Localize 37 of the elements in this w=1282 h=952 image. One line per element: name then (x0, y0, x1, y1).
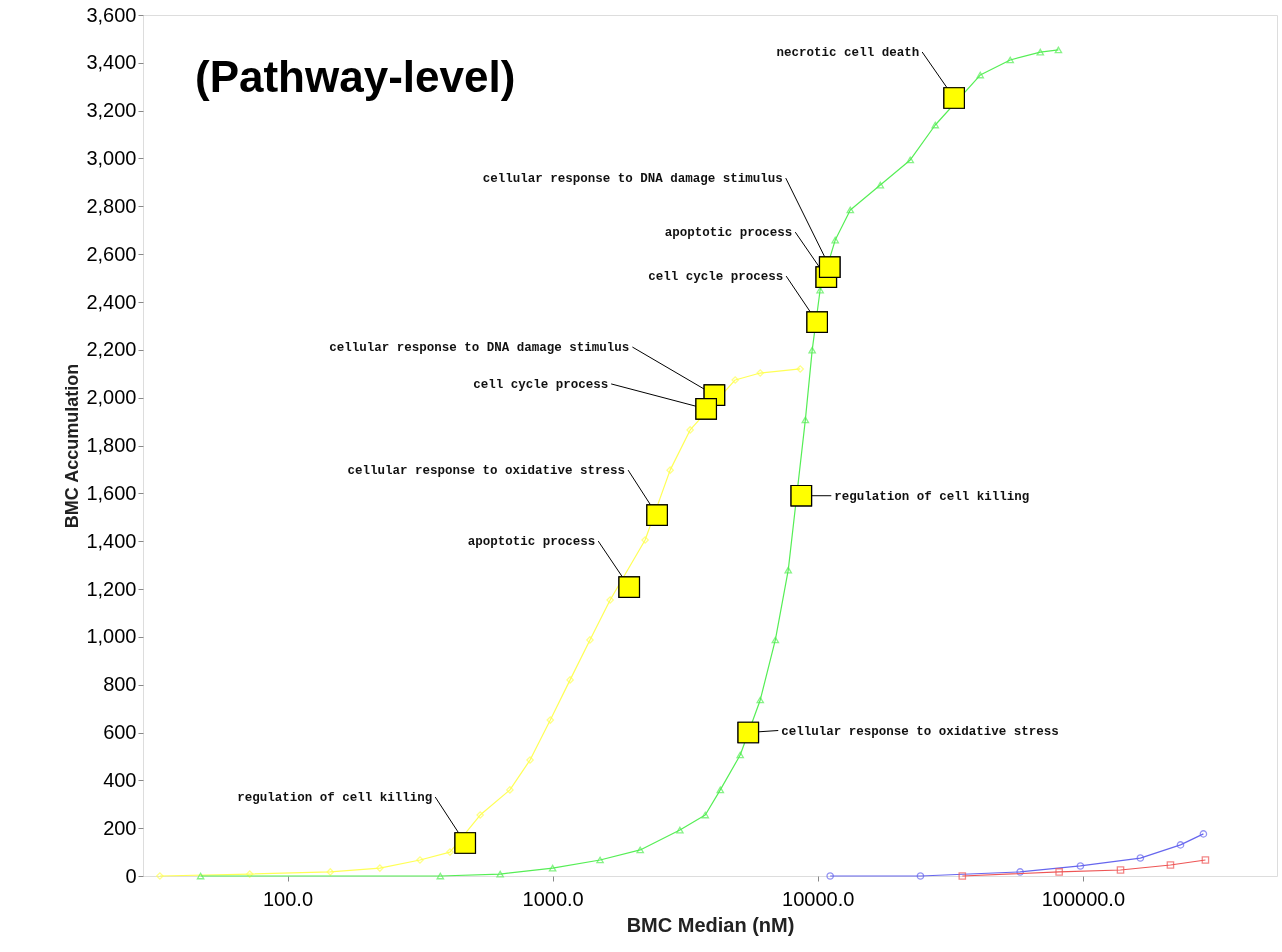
annotation: regulation of cell killing (834, 489, 1030, 504)
y-tick-label: 3,400 (86, 51, 137, 74)
y-tick-label: 3,600 (86, 3, 137, 26)
y-tick-label: 200 (103, 816, 137, 839)
y-tick-label: 1,800 (86, 434, 137, 456)
y-tick-label: 600 (103, 721, 137, 743)
y-tick-label: 2,000 (86, 386, 137, 409)
y-tick-label: 1,000 (86, 625, 137, 648)
annotation: apoptotic process (664, 226, 793, 241)
y-tick-label: 2,600 (86, 242, 137, 265)
y-tick-label: 400 (103, 768, 137, 791)
annotation: necrotic cell death (776, 45, 920, 60)
annotation: regulation of cell killing (237, 790, 433, 805)
y-tick-label: 3,000 (86, 147, 137, 169)
y-tick-label: 3,200 (86, 99, 137, 122)
y-tick-label: 1,400 (86, 529, 137, 552)
y-tick-label: 1,200 (86, 577, 137, 600)
y-tick-label: 2,400 (86, 290, 137, 313)
y-axis-title: BMC Accumulation (62, 363, 83, 529)
y-tick-label: 2,200 (86, 338, 137, 361)
x-tick-label: 100.0 (262, 887, 314, 910)
y-tick-label: 2,800 (86, 194, 137, 217)
y-tick-label: 800 (103, 673, 137, 696)
annotation: cellular response to DNA damage stimulus (329, 341, 630, 356)
text: (Pathway-level) (195, 52, 516, 101)
x-tick-label: 1000.0 (522, 887, 584, 910)
annotation: apoptotic process (467, 535, 596, 550)
annotation: cellular response to oxidative stress (781, 724, 1059, 739)
x-tick-label: 10000.0 (782, 887, 855, 910)
y-tick-label: 1,600 (86, 481, 137, 504)
y-tick-label: 0 (125, 864, 137, 887)
annotation: cellular response to DNA damage stimulus (482, 172, 783, 187)
annotation: cell cycle process (473, 377, 609, 392)
x-tick-label: 100000.0 (1041, 887, 1126, 910)
x-axis-title: BMC Median (nM) (626, 913, 795, 936)
annotation: cellular response to oxidative stress (347, 464, 626, 479)
annotation: cell cycle process (648, 270, 784, 285)
